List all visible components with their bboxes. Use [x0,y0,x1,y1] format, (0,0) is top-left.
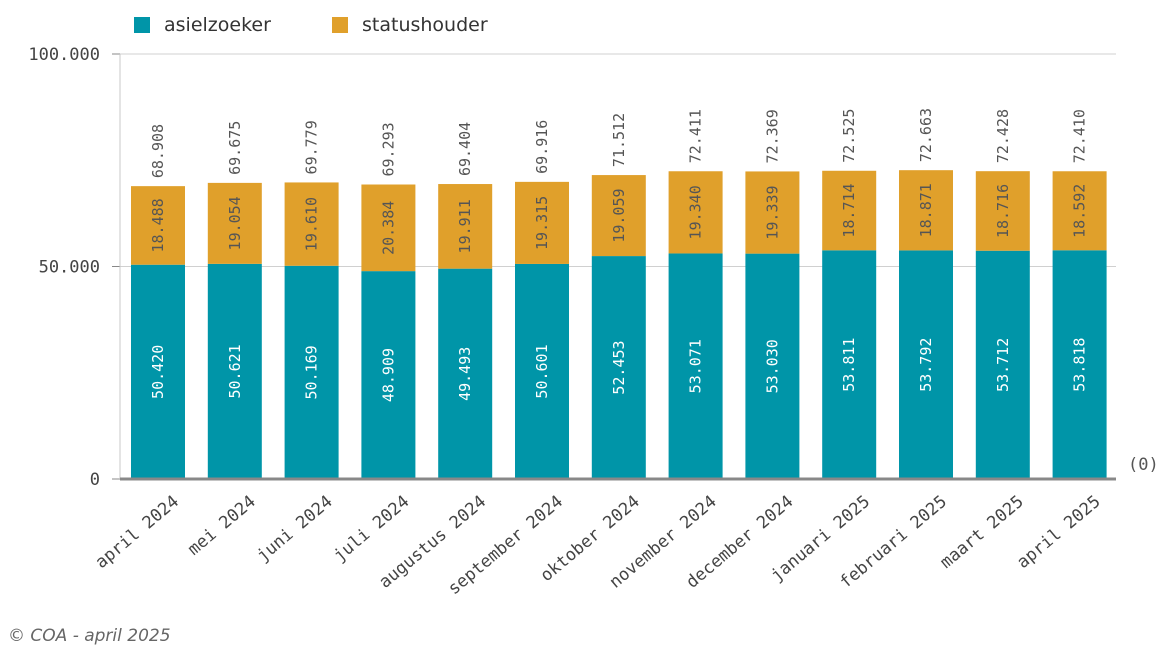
bar-asielzoeker [515,263,569,479]
data-label-statushouder: 18.714 [840,183,858,237]
data-label-statushouder: 19.339 [763,185,781,239]
bar-statushouder [361,184,416,272]
bar-asielzoeker [438,268,493,479]
bar-asielzoeker [745,253,800,479]
data-label-asielzoeker: 49.493 [456,347,474,401]
data-label-asielzoeker: 53.071 [687,339,705,393]
data-label-total: 72.410 [1071,109,1089,163]
data-label-asielzoeker: 50.420 [149,345,167,399]
legend-label-statushouder: statushouder [362,14,488,36]
bar-asielzoeker [361,271,416,479]
data-label-total: 72.411 [687,109,705,163]
bar-asielzoeker [822,250,877,479]
data-label-asielzoeker: 50.169 [303,345,321,399]
bar-statushouder [438,184,493,269]
data-label-statushouder: 19.911 [456,199,474,253]
data-label-total: 68.908 [149,124,167,178]
bar-statushouder [131,186,185,265]
x-tick-label: juni 2024 [253,492,336,567]
bar-statushouder [591,175,646,257]
data-label-asielzoeker: 52.453 [610,340,628,394]
data-label-asielzoeker: 48.909 [379,348,397,402]
data-label-asielzoeker: 50.601 [533,344,551,398]
bar-asielzoeker [668,253,723,479]
x-tick-label: mei 2024 [184,492,260,560]
data-label-total: 69.916 [533,120,551,174]
data-label-statushouder: 19.054 [226,196,244,250]
bar-asielzoeker [591,256,646,479]
bar-asielzoeker [284,265,339,479]
data-label-statushouder: 19.315 [533,196,551,250]
data-label-asielzoeker: 50.621 [226,344,244,398]
data-label-statushouder: 20.384 [379,201,397,255]
data-label-asielzoeker: 53.030 [763,339,781,393]
bar-statushouder [899,170,953,251]
data-label-statushouder: 19.610 [303,197,321,251]
legend-swatch-asielzoeker [134,17,150,33]
y-tick-label: 0 [90,470,100,490]
x-tick-label: april 2025 [1013,492,1104,573]
axis-note: (0) [1128,455,1159,475]
x-tick-label: maart 2025 [936,492,1027,573]
data-label-statushouder: 18.716 [994,184,1012,238]
data-label-statushouder: 18.871 [917,183,935,237]
legend-item-asielzoeker: asielzoeker [134,14,271,36]
bar-asielzoeker [975,250,1030,479]
bar-statushouder [745,171,800,254]
legend-item-statushouder: statushouder [332,14,488,36]
data-label-asielzoeker: 53.811 [840,338,858,392]
bar-statushouder [668,171,723,254]
x-tick-label: april 2024 [92,492,183,573]
legend-label-asielzoeker: asielzoeker [164,14,271,36]
bar-asielzoeker [1052,250,1107,479]
data-label-total: 69.293 [379,122,397,176]
data-label-statushouder: 19.059 [610,188,628,242]
data-label-asielzoeker: 53.792 [917,338,935,392]
bar-statushouder [284,182,339,266]
data-label-total: 72.525 [840,109,858,163]
data-label-total: 72.663 [917,108,935,162]
bar-statushouder [515,181,569,264]
bar-statushouder [207,182,262,264]
bar-statushouder [1052,171,1107,251]
data-label-total: 69.675 [226,121,244,175]
bar-statushouder [975,171,1030,251]
data-label-total: 72.369 [763,109,781,163]
bar-asielzoeker [131,264,185,479]
data-label-total: 69.404 [456,122,474,176]
bar-asielzoeker [899,250,953,479]
data-label-asielzoeker: 53.818 [1071,338,1089,392]
y-tick-label: 100.000 [28,45,100,65]
data-label-statushouder: 18.592 [1071,184,1089,238]
legend-swatch-statushouder [332,17,348,33]
source-footer: © COA - april 2025 [8,626,171,646]
data-label-statushouder: 18.488 [149,198,167,252]
data-label-total: 71.512 [610,113,628,167]
data-label-total: 69.779 [303,120,321,174]
data-label-total: 72.428 [994,109,1012,163]
data-label-statushouder: 19.340 [687,185,705,239]
bar-statushouder [822,170,877,251]
bar-asielzoeker [207,263,262,479]
y-tick-label: 50.000 [39,258,100,278]
data-label-asielzoeker: 53.712 [994,338,1012,392]
